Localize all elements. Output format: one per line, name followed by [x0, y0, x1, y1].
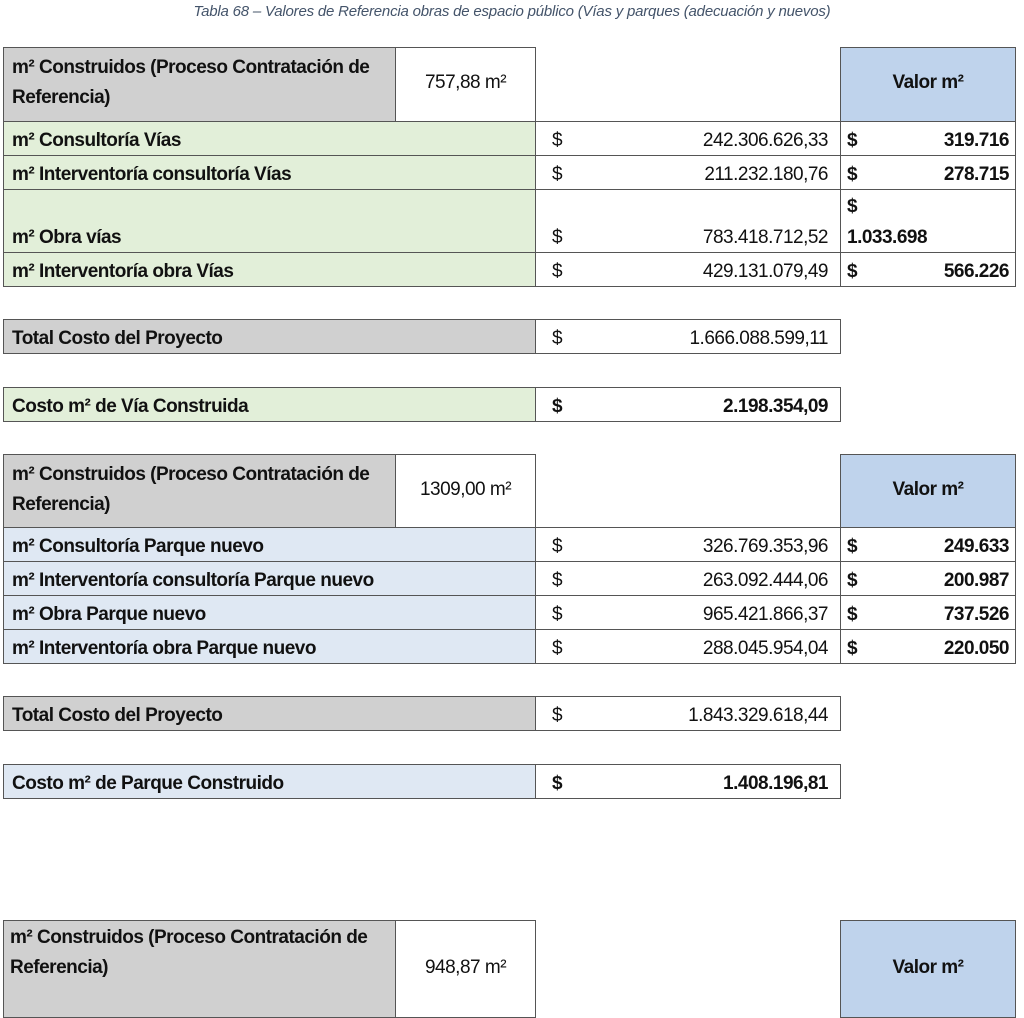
row-amount: $965.421.866,37 [535, 595, 841, 630]
row-label: m² Consultoría Vías [3, 121, 536, 156]
valor-m2-value: 220.050 [943, 638, 1010, 659]
valor-m2-header: Valor m² [840, 47, 1016, 122]
valor-m2-header: Valor m² [840, 920, 1016, 1018]
valor-m2-value: 278.715 [943, 164, 1010, 185]
row-label: m² Interventoría consultoría Vías [3, 155, 536, 190]
row-amount: $242.306.626,33 [535, 121, 841, 156]
row-valor-m2: $200.987 [840, 561, 1016, 596]
currency-symbol: $ [552, 328, 563, 349]
currency-symbol: $ [552, 604, 563, 625]
currency-symbol: $ [552, 261, 563, 282]
area-value: 1309,00 m² [395, 454, 536, 528]
row-valor-m2: $566.226 [840, 252, 1016, 287]
currency-symbol: $ [847, 130, 858, 151]
row-amount: $783.418.712,52 [535, 189, 841, 253]
valor-m2-value: 737.526 [943, 604, 1010, 625]
currency-symbol: $ [552, 773, 563, 794]
row-valor-m2: $278.715 [840, 155, 1016, 190]
cost-per-m2-amount: $1.408.196,81 [535, 764, 841, 799]
area-header-label: m² Construidos (Proceso Contratación de … [3, 47, 396, 122]
amount-value: 965.421.866,37 [702, 604, 829, 625]
total-cost-amount: $1.666.088.599,11 [535, 319, 841, 354]
area-value: 948,87 m² [395, 920, 536, 1018]
row-label: m² Interventoría consultoría Parque nuev… [3, 561, 536, 596]
currency-symbol: $ [552, 227, 563, 248]
amount-value: 429.131.079,49 [702, 261, 829, 282]
currency-symbol: $ [847, 570, 858, 591]
currency-symbol: $ [552, 570, 563, 591]
row-amount: $288.045.954,04 [535, 629, 841, 664]
currency-symbol: $ [552, 130, 563, 151]
currency-symbol: $ [847, 604, 858, 625]
area-header-label: m² Construidos (Proceso Contratación de … [3, 920, 396, 1018]
amount-value: 783.418.712,52 [702, 227, 829, 248]
row-label: m² Interventoría obra Parque nuevo [3, 629, 536, 664]
cost-per-m2-value: 1.408.196,81 [723, 773, 828, 794]
row-valor-m2: $319.716 [840, 121, 1016, 156]
currency-symbol: $ [552, 705, 563, 726]
currency-symbol: $ [847, 196, 858, 217]
area-value: 757,88 m² [395, 47, 536, 122]
currency-symbol: $ [552, 536, 563, 557]
row-label: m² Obra Parque nuevo [3, 595, 536, 630]
currency-symbol: $ [847, 536, 858, 557]
row-valor-m2: $737.526 [840, 595, 1016, 630]
total-cost-value: 1.666.088.599,11 [689, 328, 828, 349]
amount-value: 263.092.444,06 [702, 570, 829, 591]
currency-symbol: $ [847, 261, 858, 282]
amount-value: 326.769.353,96 [702, 536, 829, 557]
area-header-label: m² Construidos (Proceso Contratación de … [3, 454, 396, 528]
valor-m2-header: Valor m² [840, 454, 1016, 528]
amount-value: 288.045.954,04 [702, 638, 829, 659]
amount-value: 211.232.180,76 [704, 164, 828, 185]
valor-m2-value: 249.633 [943, 536, 1010, 557]
currency-symbol: $ [847, 638, 858, 659]
currency-symbol: $ [552, 164, 563, 185]
row-amount: $326.769.353,96 [535, 527, 841, 562]
valor-m2-value: 1.033.698 [847, 227, 928, 248]
total-cost-label: Total Costo del Proyecto [3, 319, 536, 354]
cost-per-m2-label: Costo m² de Parque Construido [3, 764, 536, 799]
amount-value: 242.306.626,33 [702, 130, 829, 151]
total-cost-value: 1.843.329.618,44 [688, 705, 828, 726]
valor-m2-value: 200.987 [943, 570, 1010, 591]
currency-symbol: $ [847, 164, 858, 185]
row-amount: $429.131.079,49 [535, 252, 841, 287]
currency-symbol: $ [552, 396, 563, 417]
row-label: m² Consultoría Parque nuevo [3, 527, 536, 562]
cost-per-m2-label: Costo m² de Vía Construida [3, 387, 536, 422]
row-amount: $263.092.444,06 [535, 561, 841, 596]
valor-m2-value: 319.716 [943, 130, 1010, 151]
table-caption: Tabla 68 – Valores de Referencia obras d… [193, 3, 831, 20]
row-label: m² Obra vías [3, 189, 536, 253]
cost-per-m2-value: 2.198.354,09 [723, 396, 828, 417]
row-valor-m2: $249.633 [840, 527, 1016, 562]
row-valor-m2: $1.033.698 [840, 189, 1016, 253]
valor-m2-value: 566.226 [943, 261, 1010, 282]
row-amount: $211.232.180,76 [535, 155, 841, 190]
cost-per-m2-amount: $2.198.354,09 [535, 387, 841, 422]
currency-symbol: $ [552, 638, 563, 659]
row-valor-m2: $220.050 [840, 629, 1016, 664]
row-label: m² Interventoría obra Vías [3, 252, 536, 287]
total-cost-label: Total Costo del Proyecto [3, 696, 536, 731]
total-cost-amount: $1.843.329.618,44 [535, 696, 841, 731]
